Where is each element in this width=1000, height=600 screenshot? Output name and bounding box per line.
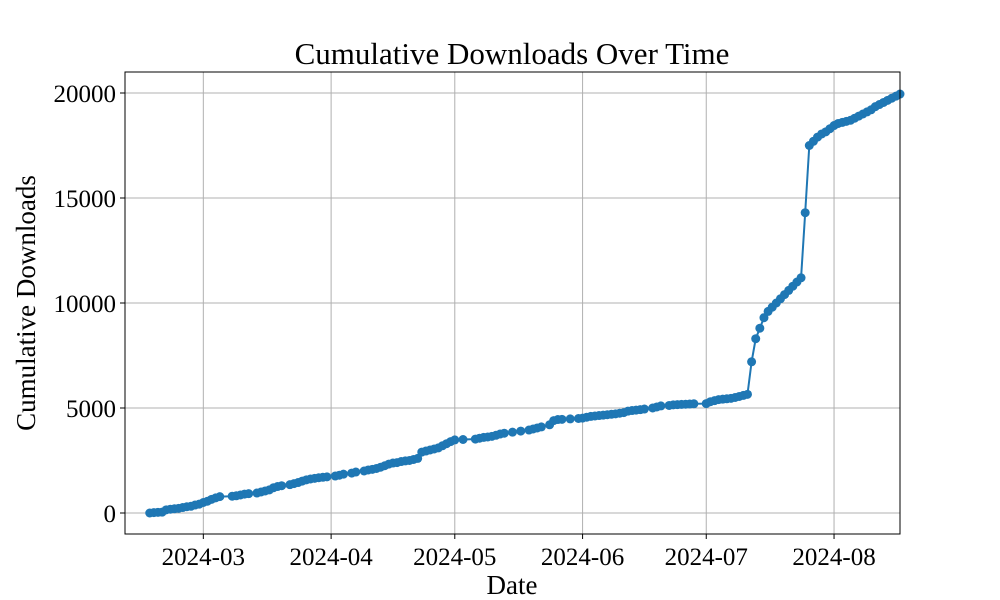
axis-ticks: 2024-03 2024-04 2024-05 2024-06 2024-07 2024-… — [54, 81, 876, 571]
data-point — [639, 404, 649, 414]
data-point — [499, 428, 509, 438]
data-point — [516, 426, 526, 436]
data-point — [747, 357, 757, 367]
data-point — [338, 469, 348, 479]
x-tick-label: 2024-04 — [289, 544, 373, 571]
x-tick-label: 2024-05 — [413, 544, 496, 571]
x-tick-label: 2024-03 — [162, 544, 245, 571]
data-point — [508, 427, 517, 437]
data-point — [557, 414, 567, 424]
data-point — [351, 467, 361, 477]
x-tick-label: 2024-08 — [792, 544, 875, 571]
data-point — [796, 273, 806, 283]
data-point — [322, 472, 332, 482]
grid-lines — [125, 72, 900, 534]
data-point — [458, 435, 468, 444]
data-point — [755, 323, 765, 333]
data-point — [277, 481, 287, 491]
data-point — [751, 334, 761, 344]
series-line — [149, 93, 901, 514]
data-point — [536, 422, 546, 432]
y-tick-label: 20000 — [54, 81, 117, 108]
data-point — [656, 401, 666, 411]
data-point — [565, 414, 575, 424]
y-tick-label: 5000 — [66, 396, 116, 423]
data-point — [742, 389, 752, 399]
y-tick-label: 15000 — [54, 186, 117, 213]
data-point — [215, 492, 225, 502]
data-point — [689, 399, 699, 409]
x-tick-label: 2024-06 — [541, 544, 624, 571]
y-tick-label: 0 — [104, 501, 117, 528]
data-point — [244, 489, 254, 499]
data-point — [800, 208, 810, 218]
data-point — [450, 435, 460, 445]
x-axis-label: Date — [487, 570, 538, 600]
chart-title: Cumulative Downloads Over Time — [295, 36, 730, 71]
y-axis-label: Cumulative Downloads — [11, 175, 41, 431]
y-tick-label: 10000 — [54, 291, 117, 318]
x-tick-label: 2024-07 — [665, 544, 748, 571]
series-downloads — [145, 89, 905, 518]
